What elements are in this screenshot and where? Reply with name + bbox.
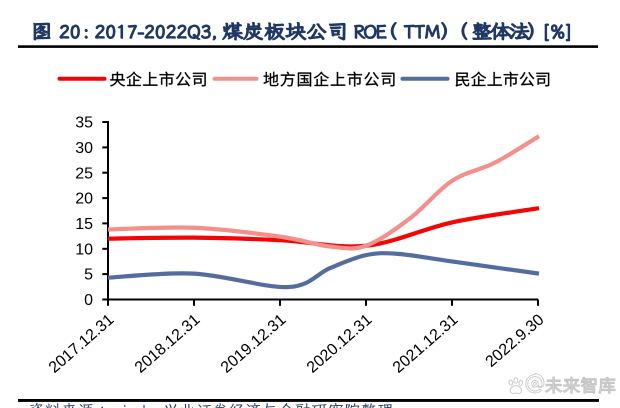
svg-text:20: 20 bbox=[75, 191, 93, 208]
svg-text:10: 10 bbox=[75, 241, 93, 258]
svg-text:35: 35 bbox=[75, 115, 93, 132]
svg-text:30: 30 bbox=[75, 140, 93, 157]
svg-text:25: 25 bbox=[75, 165, 93, 182]
svg-text:15: 15 bbox=[75, 216, 93, 233]
svg-text:0: 0 bbox=[84, 292, 93, 309]
svg-text:5: 5 bbox=[84, 267, 93, 284]
